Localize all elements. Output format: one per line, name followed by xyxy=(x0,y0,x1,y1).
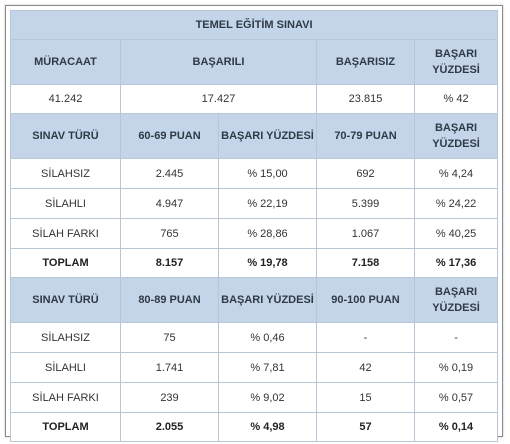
header-cell: BAŞARI YÜZDESİ xyxy=(218,113,317,159)
cell: SİLAHSIZ xyxy=(10,158,121,189)
cell: 1.741 xyxy=(120,352,219,383)
summary-header-row: MÜRACAAT BAŞARILI BAŞARISIZ BAŞARI YÜZDE… xyxy=(10,39,499,85)
table-row: SİLAH FARKI 239 % 9,02 15 % 0,57 xyxy=(10,382,499,413)
value-cell: 17.427 xyxy=(120,84,317,114)
header-cell: BAŞARI YÜZDESİ xyxy=(413,39,499,85)
cell: SİLAH FARKI xyxy=(10,382,121,413)
cell: 692 xyxy=(316,158,415,189)
cell: SİLAHLI xyxy=(10,352,121,383)
value-cell: % 42 xyxy=(413,84,499,114)
total-cell: 7.158 xyxy=(316,248,415,278)
cell: 239 xyxy=(120,382,219,413)
header-cell: 60-69 PUAN xyxy=(120,113,219,159)
cell: 75 xyxy=(120,322,219,353)
total-cell: 57 xyxy=(316,412,415,442)
cell: % 28,86 xyxy=(218,218,317,249)
cell: 42 xyxy=(316,352,415,383)
table-title: TEMEL EĞİTİM SINAVI xyxy=(9,10,499,40)
header-cell: SINAV TÜRÜ xyxy=(10,277,121,323)
cell: % 4,24 xyxy=(413,158,499,189)
value-cell: 23.815 xyxy=(316,84,415,114)
table-row: SİLAH FARKI 765 % 28,86 1.067 % 40,25 xyxy=(10,218,499,249)
total-cell: % 0,14 xyxy=(413,412,499,442)
cell: 5.399 xyxy=(316,188,415,219)
cell: 15 xyxy=(316,382,415,413)
summary-value-row: 41.242 17.427 23.815 % 42 xyxy=(10,84,499,114)
header-cell: BAŞARI YÜZDESİ xyxy=(413,277,499,323)
header-cell: SINAV TÜRÜ xyxy=(10,113,121,159)
total-cell: 2.055 xyxy=(120,412,219,442)
cell: 765 xyxy=(120,218,219,249)
cell: 1.067 xyxy=(316,218,415,249)
header-cell: BAŞARISIZ xyxy=(316,39,415,85)
cell: SİLAH FARKI xyxy=(10,218,121,249)
cell: - xyxy=(413,322,499,353)
table-row: SİLAHLI 1.741 % 7,81 42 % 0,19 xyxy=(10,352,499,383)
table-row: SİLAHLI 4.947 % 22,19 5.399 % 24,22 xyxy=(10,188,499,219)
header-cell: 90-100 PUAN xyxy=(316,277,415,323)
cell: % 22,19 xyxy=(218,188,317,219)
total-cell: TOPLAM xyxy=(10,248,121,278)
cell: % 0,57 xyxy=(413,382,499,413)
header-cell: 70-79 PUAN xyxy=(316,113,415,159)
cell: 2.445 xyxy=(120,158,219,189)
cell: SİLAHSIZ xyxy=(10,322,121,353)
total-cell: % 4,98 xyxy=(218,412,317,442)
cell: % 24,22 xyxy=(413,188,499,219)
value-cell: 41.242 xyxy=(10,84,121,114)
cell: 4.947 xyxy=(120,188,219,219)
total-cell: TOPLAM xyxy=(10,412,121,442)
total-cell: % 17,36 xyxy=(413,248,499,278)
header-cell: BAŞARI YÜZDESİ xyxy=(218,277,317,323)
header-cell: 80-89 PUAN xyxy=(120,277,219,323)
table-title-row: TEMEL EĞİTİM SINAVI xyxy=(9,10,499,40)
cell: % 0,19 xyxy=(413,352,499,383)
section2-header-row: SINAV TÜRÜ 80-89 PUAN BAŞARI YÜZDESİ 90-… xyxy=(10,277,499,323)
total-cell: % 19,78 xyxy=(218,248,317,278)
total-cell: 8.157 xyxy=(120,248,219,278)
table-row: SİLAHSIZ 2.445 % 15,00 692 % 4,24 xyxy=(10,158,499,189)
cell: % 15,00 xyxy=(218,158,317,189)
header-cell: MÜRACAAT xyxy=(10,39,121,85)
section1-header-row: SINAV TÜRÜ 60-69 PUAN BAŞARI YÜZDESİ 70-… xyxy=(10,113,499,159)
image-frame: TEMEL EĞİTİM SINAVI MÜRACAAT BAŞARILI BA… xyxy=(5,5,503,442)
total-row: TOPLAM 8.157 % 19,78 7.158 % 17,36 xyxy=(10,248,499,278)
header-cell: BAŞARI YÜZDESİ xyxy=(413,113,499,159)
table-row: SİLAHSIZ 75 % 0,46 - - xyxy=(10,322,499,353)
results-table: TEMEL EĞİTİM SINAVI MÜRACAAT BAŞARILI BA… xyxy=(9,10,499,442)
header-cell: BAŞARILI xyxy=(120,39,317,85)
cell: % 40,25 xyxy=(413,218,499,249)
cell: % 0,46 xyxy=(218,322,317,353)
cell: SİLAHLI xyxy=(10,188,121,219)
cell: % 7,81 xyxy=(218,352,317,383)
cell: % 9,02 xyxy=(218,382,317,413)
total-row: TOPLAM 2.055 % 4,98 57 % 0,14 xyxy=(10,412,499,442)
cell: - xyxy=(316,322,415,353)
